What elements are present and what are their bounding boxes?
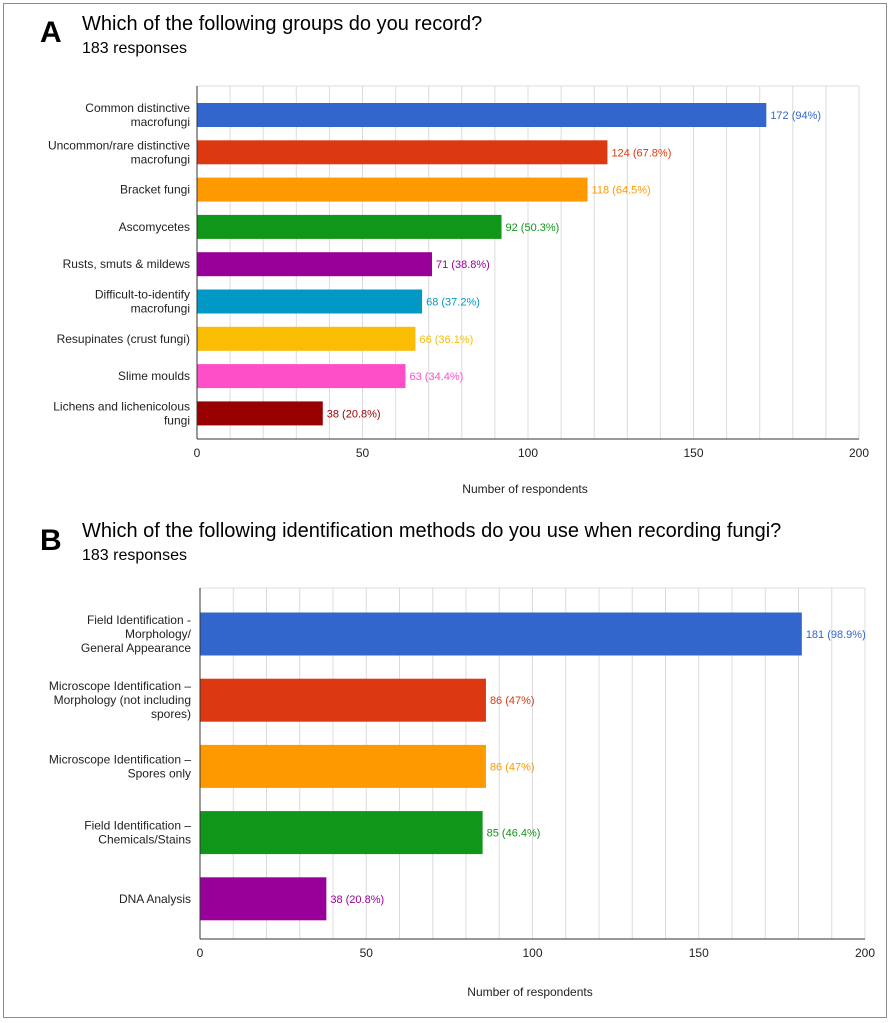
bar bbox=[200, 877, 327, 921]
chart-subtitle: 183 responses bbox=[82, 547, 187, 564]
bar bbox=[197, 326, 416, 351]
bar bbox=[200, 744, 486, 788]
category-label: Common distinctive bbox=[85, 101, 190, 115]
data-label: 86 (47%) bbox=[490, 761, 535, 773]
groups-bar-chart: 172 (94%)Common distinctivemacrofungi124… bbox=[48, 85, 869, 496]
bar bbox=[197, 177, 588, 202]
category-label: Lichens and lichenicolous bbox=[53, 399, 190, 413]
category-label: General Appearance bbox=[81, 641, 191, 655]
chart-title: Which of the following identification me… bbox=[82, 520, 782, 542]
category-label: Field Identification - bbox=[87, 613, 191, 627]
bar bbox=[197, 103, 767, 127]
data-label: 68 (37.2%) bbox=[426, 297, 480, 309]
tick-label: 100 bbox=[518, 446, 538, 460]
methods-bar-chart: 181 (98.9%)Field Identification -Morphol… bbox=[49, 587, 875, 999]
panel-b: B Which of the following identification … bbox=[0, 512, 892, 1017]
tick-label: 50 bbox=[356, 446, 370, 460]
category-label: macrofungi bbox=[131, 302, 190, 316]
bar bbox=[200, 612, 802, 656]
tick-label: 0 bbox=[197, 946, 204, 960]
bar bbox=[200, 811, 483, 855]
data-label: 124 (67.8%) bbox=[611, 147, 671, 159]
tick-label: 0 bbox=[194, 446, 201, 460]
panel-a: A Which of the following groups do you r… bbox=[0, 0, 892, 505]
category-label: Uncommon/rare distinctive bbox=[48, 138, 190, 152]
category-label: Ascomycetes bbox=[119, 220, 190, 234]
panel-letter: A bbox=[40, 16, 62, 49]
data-label: 181 (98.9%) bbox=[806, 629, 866, 641]
category-label: macrofungi bbox=[131, 152, 190, 166]
bar bbox=[200, 678, 486, 722]
chart-title: Which of the following groups do you rec… bbox=[82, 13, 483, 35]
data-label: 85 (46.4%) bbox=[487, 828, 541, 840]
data-label: 172 (94%) bbox=[770, 110, 821, 122]
bar bbox=[197, 401, 323, 426]
category-label: Microscope Identification – bbox=[49, 679, 191, 693]
category-label: Slime moulds bbox=[118, 369, 190, 383]
tick-label: 150 bbox=[689, 946, 709, 960]
tick-label: 200 bbox=[849, 446, 869, 460]
data-label: 63 (34.4%) bbox=[410, 371, 464, 383]
panel-letter: B bbox=[40, 524, 62, 557]
data-label: 118 (64.5%) bbox=[592, 185, 651, 197]
category-label: Chemicals/Stains bbox=[98, 833, 191, 847]
tick-label: 150 bbox=[683, 446, 703, 460]
tick-label: 100 bbox=[522, 946, 542, 960]
category-label: spores) bbox=[151, 707, 191, 721]
data-label: 86 (47%) bbox=[490, 695, 535, 707]
category-label: fungi bbox=[164, 413, 190, 427]
data-label: 71 (38.8%) bbox=[436, 259, 490, 271]
data-label: 66 (36.1%) bbox=[419, 334, 473, 346]
chart-subtitle: 183 responses bbox=[82, 40, 187, 57]
category-label: Rusts, smuts & mildews bbox=[63, 257, 190, 271]
bar bbox=[197, 289, 423, 314]
data-label: 92 (50.3%) bbox=[506, 222, 560, 234]
category-label: macrofungi bbox=[131, 115, 190, 129]
category-label: DNA Analysis bbox=[119, 892, 191, 906]
x-axis-title: Number of respondents bbox=[467, 985, 592, 999]
category-label: Difficult-to-identify bbox=[95, 288, 190, 302]
category-label: Spores only bbox=[128, 766, 191, 780]
data-label: 38 (20.8%) bbox=[330, 894, 384, 906]
category-label: Morphology (not including bbox=[54, 693, 191, 707]
bar bbox=[197, 364, 406, 389]
category-label: Resupinates (crust fungi) bbox=[57, 332, 190, 346]
data-label: 38 (20.8%) bbox=[327, 408, 381, 420]
bar bbox=[197, 252, 433, 277]
category-label: Morphology/ bbox=[125, 627, 192, 641]
bar bbox=[197, 140, 608, 165]
figure-frame bbox=[3, 3, 887, 1018]
category-label: Field Identification – bbox=[84, 819, 191, 833]
category-label: Microscope Identification – bbox=[49, 752, 191, 766]
tick-label: 200 bbox=[855, 946, 875, 960]
bar bbox=[197, 214, 502, 239]
tick-label: 50 bbox=[360, 946, 374, 960]
category-label: Bracket fungi bbox=[120, 183, 190, 197]
x-axis-title: Number of respondents bbox=[462, 482, 587, 496]
